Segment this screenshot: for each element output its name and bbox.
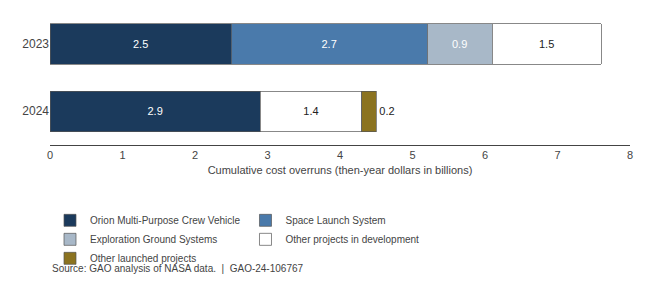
svg-text:Exploration Ground Systems: Exploration Ground Systems <box>90 234 217 245</box>
svg-text:7: 7 <box>554 149 560 161</box>
svg-text:0: 0 <box>47 149 53 161</box>
svg-text:Space Launch System: Space Launch System <box>285 215 385 226</box>
svg-text:2024: 2024 <box>22 104 49 118</box>
svg-text:2.9: 2.9 <box>147 105 162 117</box>
svg-text:2: 2 <box>192 149 198 161</box>
svg-text:Other projects in development: Other projects in development <box>285 234 419 245</box>
svg-text:0.9: 0.9 <box>452 38 467 50</box>
svg-text:Source: GAO analysis of NASA d: Source: GAO analysis of NASA data. | GAO… <box>52 263 303 274</box>
svg-text:1.4: 1.4 <box>303 105 318 117</box>
svg-text:2023: 2023 <box>22 37 49 51</box>
svg-text:1.5: 1.5 <box>539 38 554 50</box>
svg-text:2.7: 2.7 <box>321 38 336 50</box>
svg-text:2.5: 2.5 <box>133 38 148 50</box>
svg-text:8: 8 <box>627 149 633 161</box>
svg-text:Other launched projects: Other launched projects <box>90 253 196 264</box>
svg-text:Orion Multi-Purpose Crew Vehic: Orion Multi-Purpose Crew Vehicle <box>90 215 240 226</box>
svg-text:Cumulative cost overruns (then: Cumulative cost overruns (then-year doll… <box>208 164 473 176</box>
svg-text:1: 1 <box>119 149 125 161</box>
svg-text:3: 3 <box>264 149 270 161</box>
svg-text:5: 5 <box>409 149 415 161</box>
svg-text:6: 6 <box>482 149 488 161</box>
svg-text:4: 4 <box>337 149 343 161</box>
svg-text:0.2: 0.2 <box>379 105 394 117</box>
